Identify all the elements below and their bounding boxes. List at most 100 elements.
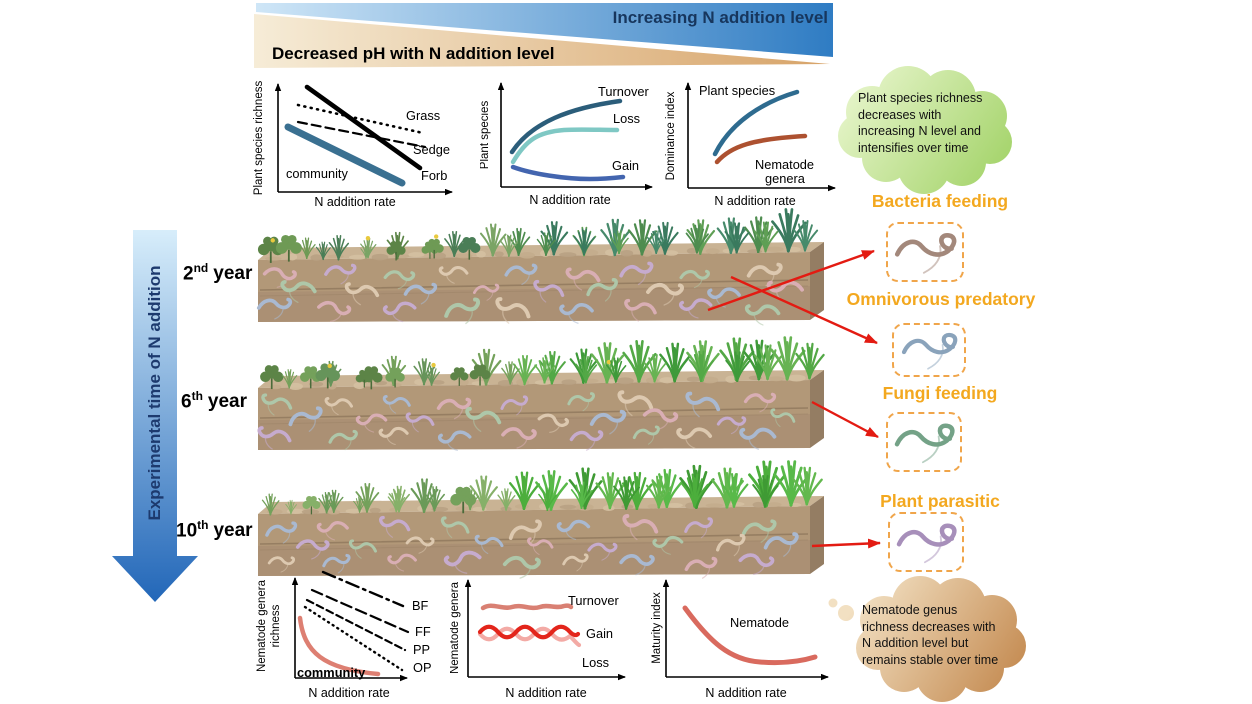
chart-maturity-index: Maturity index N addition rate Nematode xyxy=(651,579,829,700)
series-ff-label: FF xyxy=(415,624,431,639)
soil-pebble xyxy=(787,374,806,382)
omnivorous-predatory-worm-icon xyxy=(894,325,964,375)
soil-pebble xyxy=(768,376,785,382)
plant-callout-text: Plant species richness decreases with in… xyxy=(858,91,983,155)
soil-pebble xyxy=(459,378,469,386)
series-bf-line xyxy=(321,570,405,608)
soil-pebble xyxy=(705,503,724,508)
series-gain-label: Gain xyxy=(586,626,613,641)
banner-increasing-label: Increasing N addition level xyxy=(612,8,828,27)
series-grass-line xyxy=(296,103,425,135)
chart-plant-species-richness: Plant species richness N addition rate G… xyxy=(253,81,453,209)
arrow-to-bacteria-feeding xyxy=(707,249,875,312)
series-op-label: OP xyxy=(413,660,432,675)
series-nematode-label-line1: Nematode xyxy=(755,157,814,172)
worm-glyph xyxy=(899,526,954,562)
series-pp-line xyxy=(305,598,407,652)
soil-pebble xyxy=(752,501,765,508)
soil-pebble xyxy=(353,382,366,390)
series-loss-label: Loss xyxy=(613,111,640,126)
soil-pebble xyxy=(265,256,282,261)
flower-dot xyxy=(431,362,436,368)
chart-dominance-index: Dominance index N addition rate Plant sp… xyxy=(665,82,836,208)
soil-pebble xyxy=(666,503,683,508)
vegetation-layer xyxy=(257,208,819,264)
soil-pebble xyxy=(620,249,634,257)
fungi-feeding-worm-icon xyxy=(888,414,960,470)
fungi-feeding-label: Fungi feeding xyxy=(882,383,998,403)
series-nematode-line xyxy=(682,605,818,666)
soil-pebble xyxy=(616,377,634,385)
banner-increasing-wedge xyxy=(256,3,833,57)
flower-dot xyxy=(270,238,275,243)
soil-block-year-10 xyxy=(257,460,825,583)
soil-pebble xyxy=(310,254,323,261)
bacteria-feeding-worm-box xyxy=(886,222,964,282)
series-loss-label: Loss xyxy=(582,655,609,670)
soil-pebble xyxy=(390,382,402,388)
plant-parasitic-label: Plant parasitic xyxy=(880,491,1000,511)
soil-pebble xyxy=(269,384,282,390)
flower-dot xyxy=(433,234,439,239)
series-plant-species-line xyxy=(712,89,800,157)
flower-dot xyxy=(327,363,332,369)
year-ordinal: th xyxy=(191,389,203,403)
x-axis-label: N addition rate xyxy=(314,195,395,209)
soil-pebble xyxy=(454,253,473,259)
soil-pebble xyxy=(348,254,367,260)
omnivorous-predatory-worm-box xyxy=(892,323,966,377)
soil-pebble xyxy=(494,251,504,257)
series-forb-label: Forb xyxy=(421,168,447,183)
soil-pebble xyxy=(686,376,701,382)
series-turnover-label: Turnover xyxy=(568,593,619,608)
chart-nematode-genera-dynamics: Nematode genera N addition rate Turnover… xyxy=(450,579,626,700)
soil-pebble xyxy=(369,507,381,513)
omnivorous-predatory-label: Omnivorous predatory xyxy=(846,289,1036,309)
year-value: 6 xyxy=(181,391,192,413)
soil-pebble xyxy=(641,250,653,257)
bacteria-feeding-label: Bacteria feeding xyxy=(871,191,1009,211)
timeline-axis-label: Experimental time of N addition xyxy=(145,265,164,521)
year-ordinal: nd xyxy=(193,261,209,275)
thought-bubble-tiny xyxy=(828,598,838,608)
series-community-label: community xyxy=(297,665,366,680)
year-value: 10 xyxy=(176,520,198,542)
soil-pebble xyxy=(705,248,720,255)
soil-pebbles xyxy=(265,246,801,261)
series-turnover-line xyxy=(509,98,623,155)
nematode-callout-text: Nematode genus richness decreases with N… xyxy=(862,603,999,667)
x-axis-label: N addition rate xyxy=(505,686,586,700)
series-nematode-label: Nematode xyxy=(730,615,789,630)
x-axis-label: N addition rate xyxy=(705,686,786,700)
series-plant-species-label: Plant species xyxy=(699,83,775,98)
year-label-10: 10th year xyxy=(176,518,253,542)
thought-bubble-small xyxy=(838,605,854,621)
soil-pebble xyxy=(561,379,577,385)
x-axis-label: N addition rate xyxy=(714,194,795,208)
y-axis-label: Plant species richness xyxy=(253,81,265,196)
soil-pebble xyxy=(288,382,303,390)
y-axis-label-line1: Nematode genera xyxy=(256,579,268,672)
soil-pebble xyxy=(647,504,660,509)
banner-ph-wedge xyxy=(254,14,830,68)
soil-pebble xyxy=(326,382,337,390)
soil-pebble xyxy=(408,252,425,258)
soil-block-year-2 xyxy=(256,208,825,330)
nematode-callout-cloud xyxy=(828,576,1026,702)
flower-dot xyxy=(365,235,371,241)
worm-glyph xyxy=(904,335,955,369)
plant-parasitic-worm-icon xyxy=(890,514,962,570)
series-op-line xyxy=(303,605,404,672)
series-sedge-line xyxy=(296,120,427,149)
x-axis-label: N addition rate xyxy=(529,193,610,207)
series-gain-line xyxy=(510,164,626,182)
soil-pebble xyxy=(431,380,445,385)
soil-pebble xyxy=(765,246,784,252)
year-label-2: 2nd year xyxy=(183,261,252,285)
soil-pebble xyxy=(301,509,320,515)
soil-pebble xyxy=(414,379,425,386)
banner-ph-label: Decreased pH with N addition level xyxy=(272,44,555,63)
plant-parasitic-worm-box xyxy=(888,512,964,572)
year-unit: year xyxy=(213,520,253,542)
